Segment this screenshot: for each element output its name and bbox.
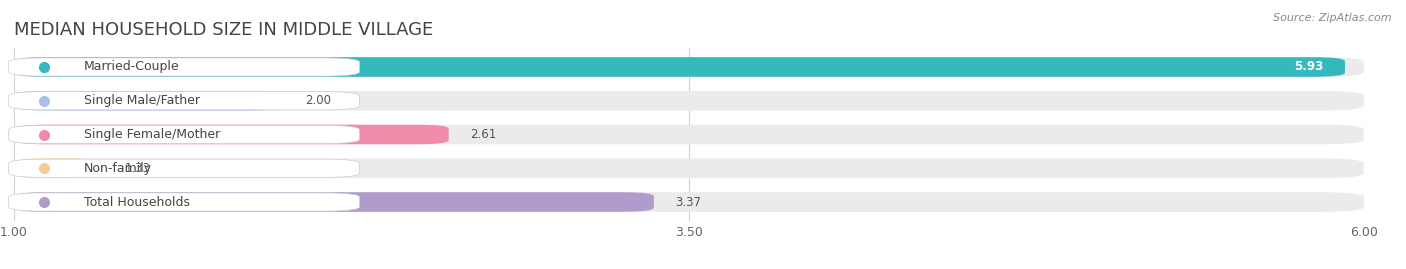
FancyBboxPatch shape — [8, 159, 360, 177]
FancyBboxPatch shape — [14, 91, 1364, 111]
FancyBboxPatch shape — [8, 125, 360, 144]
FancyBboxPatch shape — [14, 57, 1364, 77]
FancyBboxPatch shape — [8, 193, 360, 211]
FancyBboxPatch shape — [14, 158, 103, 178]
FancyBboxPatch shape — [14, 91, 284, 111]
Text: 2.00: 2.00 — [305, 94, 332, 107]
FancyBboxPatch shape — [8, 58, 360, 76]
FancyBboxPatch shape — [14, 125, 449, 144]
Text: Single Female/Mother: Single Female/Mother — [84, 128, 221, 141]
Text: 2.61: 2.61 — [470, 128, 496, 141]
Text: MEDIAN HOUSEHOLD SIZE IN MIDDLE VILLAGE: MEDIAN HOUSEHOLD SIZE IN MIDDLE VILLAGE — [14, 20, 433, 38]
Text: Source: ZipAtlas.com: Source: ZipAtlas.com — [1274, 13, 1392, 23]
Text: 3.37: 3.37 — [675, 196, 702, 208]
FancyBboxPatch shape — [14, 125, 1364, 144]
FancyBboxPatch shape — [14, 158, 1364, 178]
Text: Married-Couple: Married-Couple — [84, 61, 180, 73]
Text: Single Male/Father: Single Male/Father — [84, 94, 200, 107]
FancyBboxPatch shape — [14, 192, 1364, 212]
Text: 1.33: 1.33 — [125, 162, 150, 175]
Text: Total Households: Total Households — [84, 196, 190, 208]
FancyBboxPatch shape — [14, 57, 1346, 77]
Text: 5.93: 5.93 — [1294, 61, 1323, 73]
FancyBboxPatch shape — [14, 192, 654, 212]
Text: Non-family: Non-family — [84, 162, 152, 175]
FancyBboxPatch shape — [8, 92, 360, 110]
